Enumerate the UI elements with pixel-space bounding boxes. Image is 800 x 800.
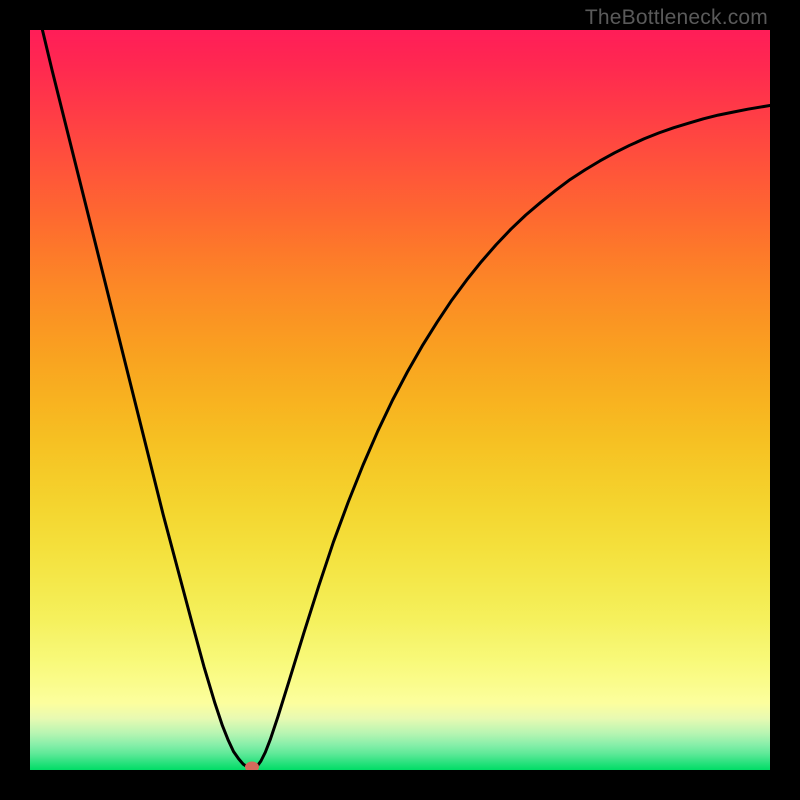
chart-container: TheBottleneck.com [0, 0, 800, 800]
minimum-marker [245, 762, 259, 770]
attribution-label: TheBottleneck.com [585, 6, 768, 30]
plot-area [30, 30, 770, 770]
bottleneck-curve [30, 30, 770, 770]
